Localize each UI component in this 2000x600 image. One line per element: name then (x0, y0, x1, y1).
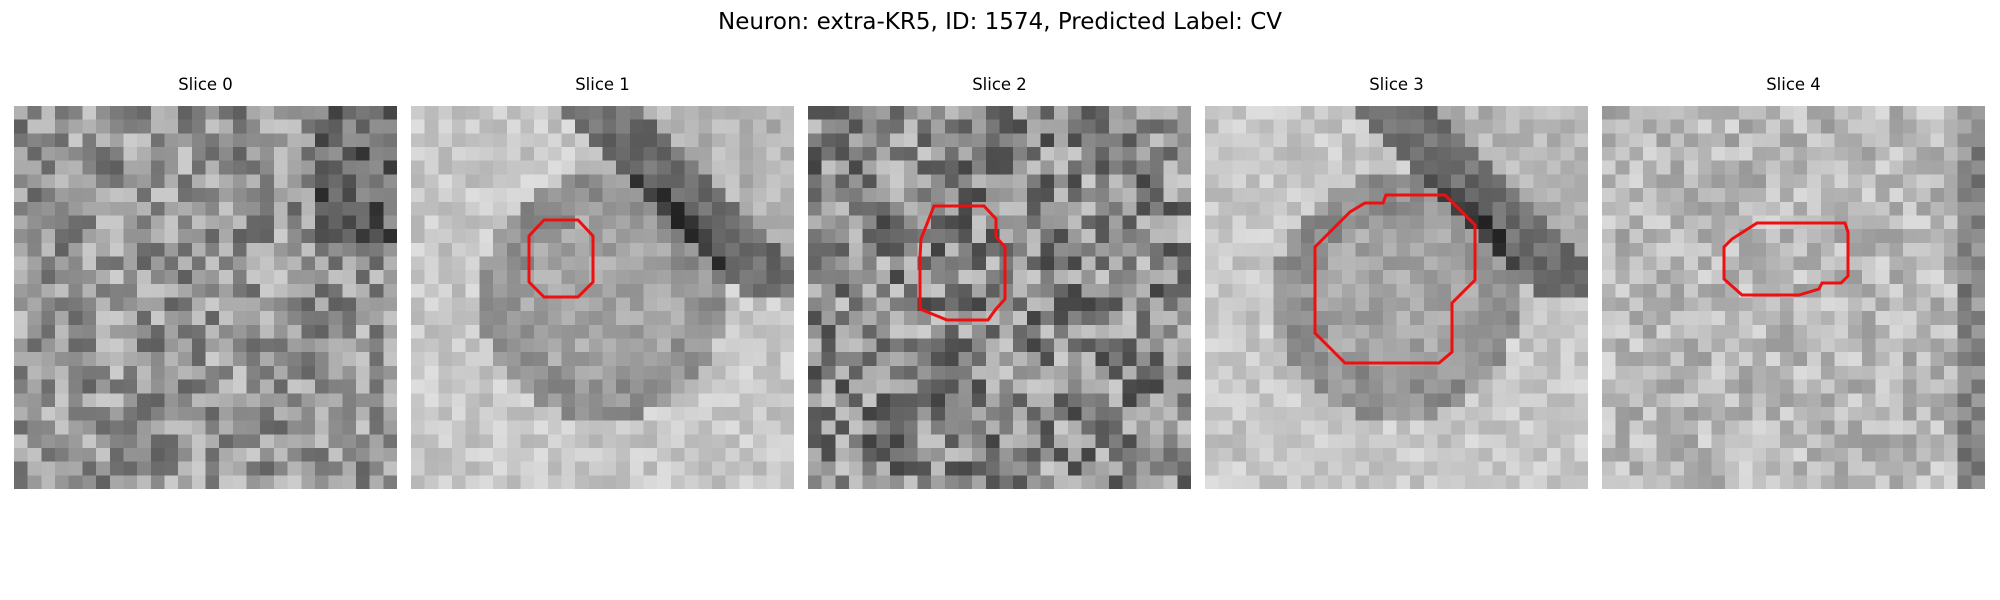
slice-title: Slice 0 (178, 75, 233, 94)
roi-contour (1313, 193, 1477, 365)
roi-contour (918, 204, 1007, 322)
slice-title: Slice 3 (1369, 75, 1424, 94)
slice-panel-4: Slice 4 (1602, 75, 1985, 489)
slice-title: Slice 4 (1766, 75, 1821, 94)
slice-image (14, 106, 397, 489)
slice-image (1602, 106, 1985, 489)
slice-panel-0: Slice 0 (14, 75, 397, 489)
roi-contour-overlay (1313, 193, 1477, 365)
slice-panel-2: Slice 2 (808, 75, 1191, 489)
roi-contour-overlay (918, 204, 1007, 322)
slice-panel-1: Slice 1 (411, 75, 794, 489)
roi-contour (1722, 221, 1850, 297)
figure-title: Neuron: extra-KR5, ID: 1574, Predicted L… (717, 9, 1283, 35)
slice-image (1205, 106, 1588, 489)
slice-image (808, 106, 1191, 489)
slice-panel-3: Slice 3 (1205, 75, 1588, 489)
slice-image (411, 106, 794, 489)
roi-contour (527, 218, 595, 299)
slice-title: Slice 2 (972, 75, 1027, 94)
roi-contour-overlay (527, 218, 595, 299)
slice-title: Slice 1 (575, 75, 630, 94)
roi-contour-overlay (1722, 221, 1850, 297)
